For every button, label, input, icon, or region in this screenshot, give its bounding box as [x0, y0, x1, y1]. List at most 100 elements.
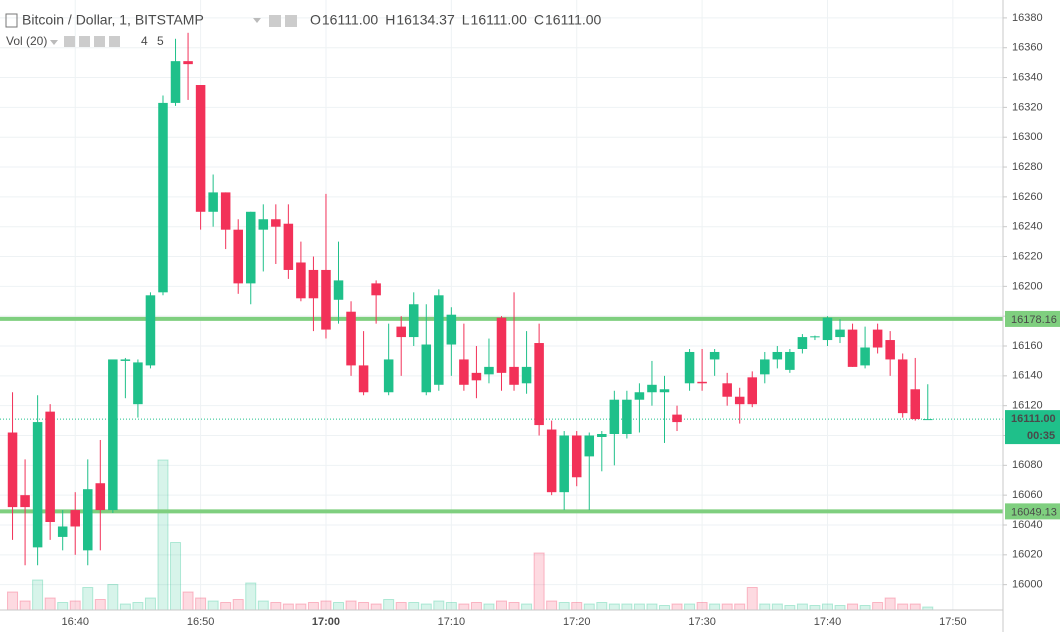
volume-bar — [796, 603, 808, 611]
volume-bar — [383, 599, 395, 611]
y-tick-label: 16300 — [1012, 131, 1043, 143]
candle-body — [371, 283, 381, 296]
volume-bar — [821, 603, 833, 611]
candle-body — [195, 85, 206, 212]
volume-bar — [809, 605, 821, 611]
candle-body — [82, 489, 93, 551]
x-tick-label: 16:40 — [61, 616, 89, 628]
volume-bar — [119, 603, 131, 611]
candle-body — [496, 317, 507, 373]
y-tick-label: 16200 — [1012, 280, 1043, 292]
collapse-icon[interactable] — [5, 13, 18, 28]
volume-bar — [307, 602, 319, 611]
volume-bar — [295, 603, 307, 611]
x-tick-label: 17:00 — [312, 616, 340, 628]
volume-bar — [270, 602, 282, 611]
volume-bar — [232, 599, 244, 611]
x-tick-label: 17:20 — [563, 616, 591, 628]
eye-icon[interactable] — [269, 15, 281, 27]
level-label-bg — [1005, 503, 1060, 520]
volume-bar — [333, 602, 345, 611]
axes: 1600016020160401606016080161001612016140… — [61, 12, 1060, 628]
candle-body — [233, 229, 243, 284]
close-icon[interactable] — [109, 36, 120, 47]
candle-body — [283, 223, 294, 270]
candle-body — [760, 359, 770, 375]
candle-body — [684, 351, 695, 384]
volume-bar — [784, 605, 796, 611]
candle-body — [722, 383, 732, 397]
candle-body — [158, 102, 168, 293]
candle-body — [584, 435, 595, 457]
volume-bar — [533, 552, 545, 611]
settings-icon[interactable] — [285, 15, 297, 27]
volume-bar — [884, 597, 896, 611]
volume-bar — [646, 603, 658, 611]
volume-bar — [320, 600, 332, 611]
ohlc-key: H — [385, 12, 395, 28]
candle-body — [860, 347, 870, 366]
candle-body — [471, 372, 482, 381]
level-label-bg — [1005, 310, 1060, 327]
candle-body — [634, 392, 645, 400]
y-tick-label: 16340 — [1012, 71, 1043, 83]
candle-body — [57, 526, 68, 537]
volume-bar — [32, 579, 44, 611]
y-tick-label: 16280 — [1012, 161, 1043, 173]
volume-ma-value: 5 — [157, 34, 164, 48]
volume-bar — [182, 591, 194, 611]
y-tick-label: 16020 — [1012, 549, 1043, 561]
volume-bar — [132, 602, 144, 611]
last-price-bg — [1005, 410, 1060, 445]
candle-body — [822, 317, 833, 341]
candle-body — [622, 399, 632, 435]
ohlc-value: 16134.37 — [396, 12, 455, 28]
y-tick-label: 16320 — [1012, 101, 1043, 113]
y-tick-label: 16380 — [1012, 12, 1043, 24]
settings-icon[interactable] — [79, 36, 90, 47]
volume-bar — [94, 599, 106, 611]
y-tick-label: 16000 — [1012, 579, 1043, 591]
candle-body — [108, 359, 118, 511]
volume-bar — [458, 603, 470, 611]
ohlc-value: 16111.00 — [322, 12, 379, 28]
candle-body — [358, 365, 369, 393]
y-tick-label: 16140 — [1012, 370, 1043, 382]
ohlc-value: 16111.00 — [471, 12, 528, 28]
eye-icon[interactable] — [64, 36, 75, 47]
candle-body — [7, 432, 18, 508]
candle-body — [396, 326, 406, 338]
dropdown-icon[interactable] — [50, 40, 58, 45]
move-icon[interactable] — [94, 36, 105, 47]
volume-bar — [445, 602, 457, 611]
volume-bar — [521, 603, 533, 611]
candle-body — [383, 359, 394, 393]
volume-pane — [7, 459, 934, 611]
countdown-label: 00:35 — [1027, 430, 1055, 442]
candle-body — [910, 389, 921, 420]
ohlc-value: 16111.00 — [545, 12, 602, 28]
volume-bar — [608, 603, 620, 611]
candle-body — [258, 219, 269, 230]
volume-bar — [19, 600, 31, 611]
volume-title: Vol (20) — [6, 34, 47, 48]
candle-body — [32, 422, 43, 548]
volume-bar — [195, 597, 207, 611]
candle-body — [321, 269, 331, 330]
y-tick-label: 16040 — [1012, 519, 1043, 531]
candle-body — [170, 61, 181, 103]
volume-bar — [834, 605, 846, 611]
candle-body — [70, 510, 80, 527]
last-price-label: 16111.00 — [1011, 413, 1056, 425]
candle-body — [408, 304, 419, 338]
volume-bar — [897, 603, 909, 611]
dropdown-icon[interactable] — [253, 18, 261, 23]
candle-body — [271, 219, 281, 227]
volume-bar — [82, 587, 94, 611]
volume-bar — [709, 603, 721, 611]
volume-bar — [633, 603, 645, 611]
candle-body — [521, 366, 532, 384]
candle-body — [571, 435, 582, 478]
candle-body — [421, 344, 432, 393]
volume-bar — [44, 597, 56, 611]
